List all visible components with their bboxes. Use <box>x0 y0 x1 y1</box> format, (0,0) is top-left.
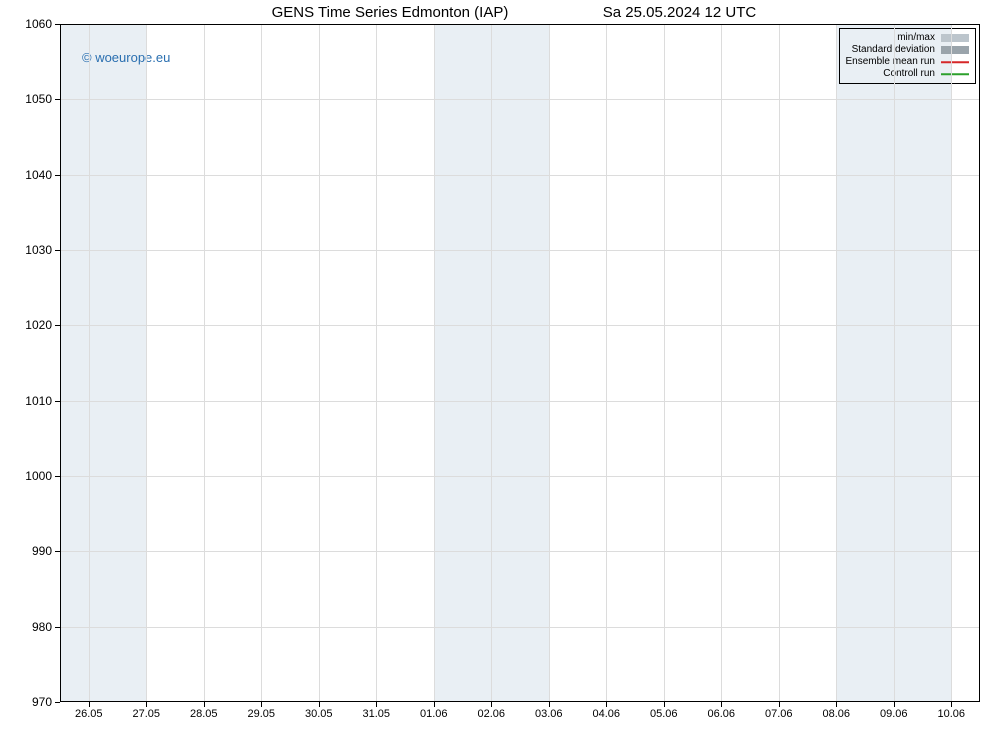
gridline <box>606 24 607 702</box>
y-tick-label: 1010 <box>25 394 52 408</box>
gridline <box>491 24 492 702</box>
plot-border <box>60 24 61 702</box>
x-tick-label: 07.06 <box>765 708 793 720</box>
gridline <box>836 24 837 702</box>
y-tick-label: 970 <box>32 695 52 709</box>
legend-swatch <box>941 46 969 54</box>
x-tick <box>204 702 205 707</box>
x-tick <box>376 702 377 707</box>
x-tick <box>894 702 895 707</box>
x-tick <box>146 702 147 707</box>
y-tick-label: 990 <box>32 544 52 558</box>
x-tick <box>951 702 952 707</box>
x-tick-label: 02.06 <box>477 708 505 720</box>
x-tick-label: 29.05 <box>247 708 275 720</box>
x-tick-label: 28.05 <box>190 708 218 720</box>
x-tick-label: 27.05 <box>132 708 160 720</box>
gridline <box>779 24 780 702</box>
x-tick-label: 06.06 <box>707 708 735 720</box>
x-tick-label: 01.06 <box>420 708 448 720</box>
watermark: © woeurope.eu <box>82 50 170 65</box>
gridline <box>951 24 952 702</box>
x-tick-label: 04.06 <box>592 708 620 720</box>
gridline <box>60 476 980 477</box>
gridline <box>60 401 980 402</box>
x-tick-label: 26.05 <box>75 708 103 720</box>
gridline <box>204 24 205 702</box>
gridline <box>60 175 980 176</box>
gridline <box>60 551 980 552</box>
x-tick <box>491 702 492 707</box>
x-tick <box>549 702 550 707</box>
legend-label: min/max <box>897 32 935 44</box>
chart-title-left: GENS Time Series Edmonton (IAP) <box>272 4 509 21</box>
gridline <box>894 24 895 702</box>
gridline <box>319 24 320 702</box>
chart-title-right: Sa 25.05.2024 12 UTC <box>603 4 756 21</box>
y-tick-label: 1050 <box>25 92 52 106</box>
x-tick-label: 09.06 <box>880 708 908 720</box>
y-tick-label: 1000 <box>25 469 52 483</box>
gridline <box>434 24 435 702</box>
y-tick-label: 980 <box>32 620 52 634</box>
weekend-band <box>60 24 146 702</box>
plot-border <box>60 24 980 25</box>
x-tick-label: 08.06 <box>822 708 850 720</box>
gridline <box>549 24 550 702</box>
x-tick-label: 05.06 <box>650 708 678 720</box>
gridline <box>664 24 665 702</box>
y-tick-label: 1020 <box>25 318 52 332</box>
y-tick-label: 1030 <box>25 243 52 257</box>
x-tick <box>664 702 665 707</box>
x-tick <box>836 702 837 707</box>
legend-label: Controll run <box>883 68 935 80</box>
gridline <box>60 627 980 628</box>
y-tick-label: 1060 <box>25 17 52 31</box>
x-tick <box>89 702 90 707</box>
x-tick <box>606 702 607 707</box>
legend-swatch <box>941 58 969 66</box>
y-tick <box>55 702 60 703</box>
x-tick-label: 03.06 <box>535 708 563 720</box>
plot-area: © woeurope.eu min/maxStandard deviationE… <box>60 24 980 702</box>
legend-swatch <box>941 70 969 78</box>
x-tick <box>721 702 722 707</box>
plot-border <box>60 701 980 702</box>
gridline <box>376 24 377 702</box>
legend-swatch <box>941 34 969 42</box>
gridline <box>60 325 980 326</box>
x-tick <box>434 702 435 707</box>
x-tick-label: 10.06 <box>937 708 965 720</box>
legend: min/maxStandard deviationEnsemble mean r… <box>839 28 977 84</box>
x-tick-label: 30.05 <box>305 708 333 720</box>
x-tick <box>779 702 780 707</box>
y-tick-label: 1040 <box>25 168 52 182</box>
x-tick-label: 31.05 <box>362 708 390 720</box>
gridline <box>721 24 722 702</box>
x-tick <box>261 702 262 707</box>
x-tick <box>319 702 320 707</box>
legend-label: Ensemble mean run <box>846 56 936 68</box>
gridline <box>261 24 262 702</box>
gridline <box>89 24 90 702</box>
gridline <box>60 250 980 251</box>
plot-border <box>979 24 980 702</box>
gridline <box>146 24 147 702</box>
gridline <box>60 99 980 100</box>
chart-container: GENS Time Series Edmonton (IAP) Sa 25.05… <box>0 0 1000 733</box>
